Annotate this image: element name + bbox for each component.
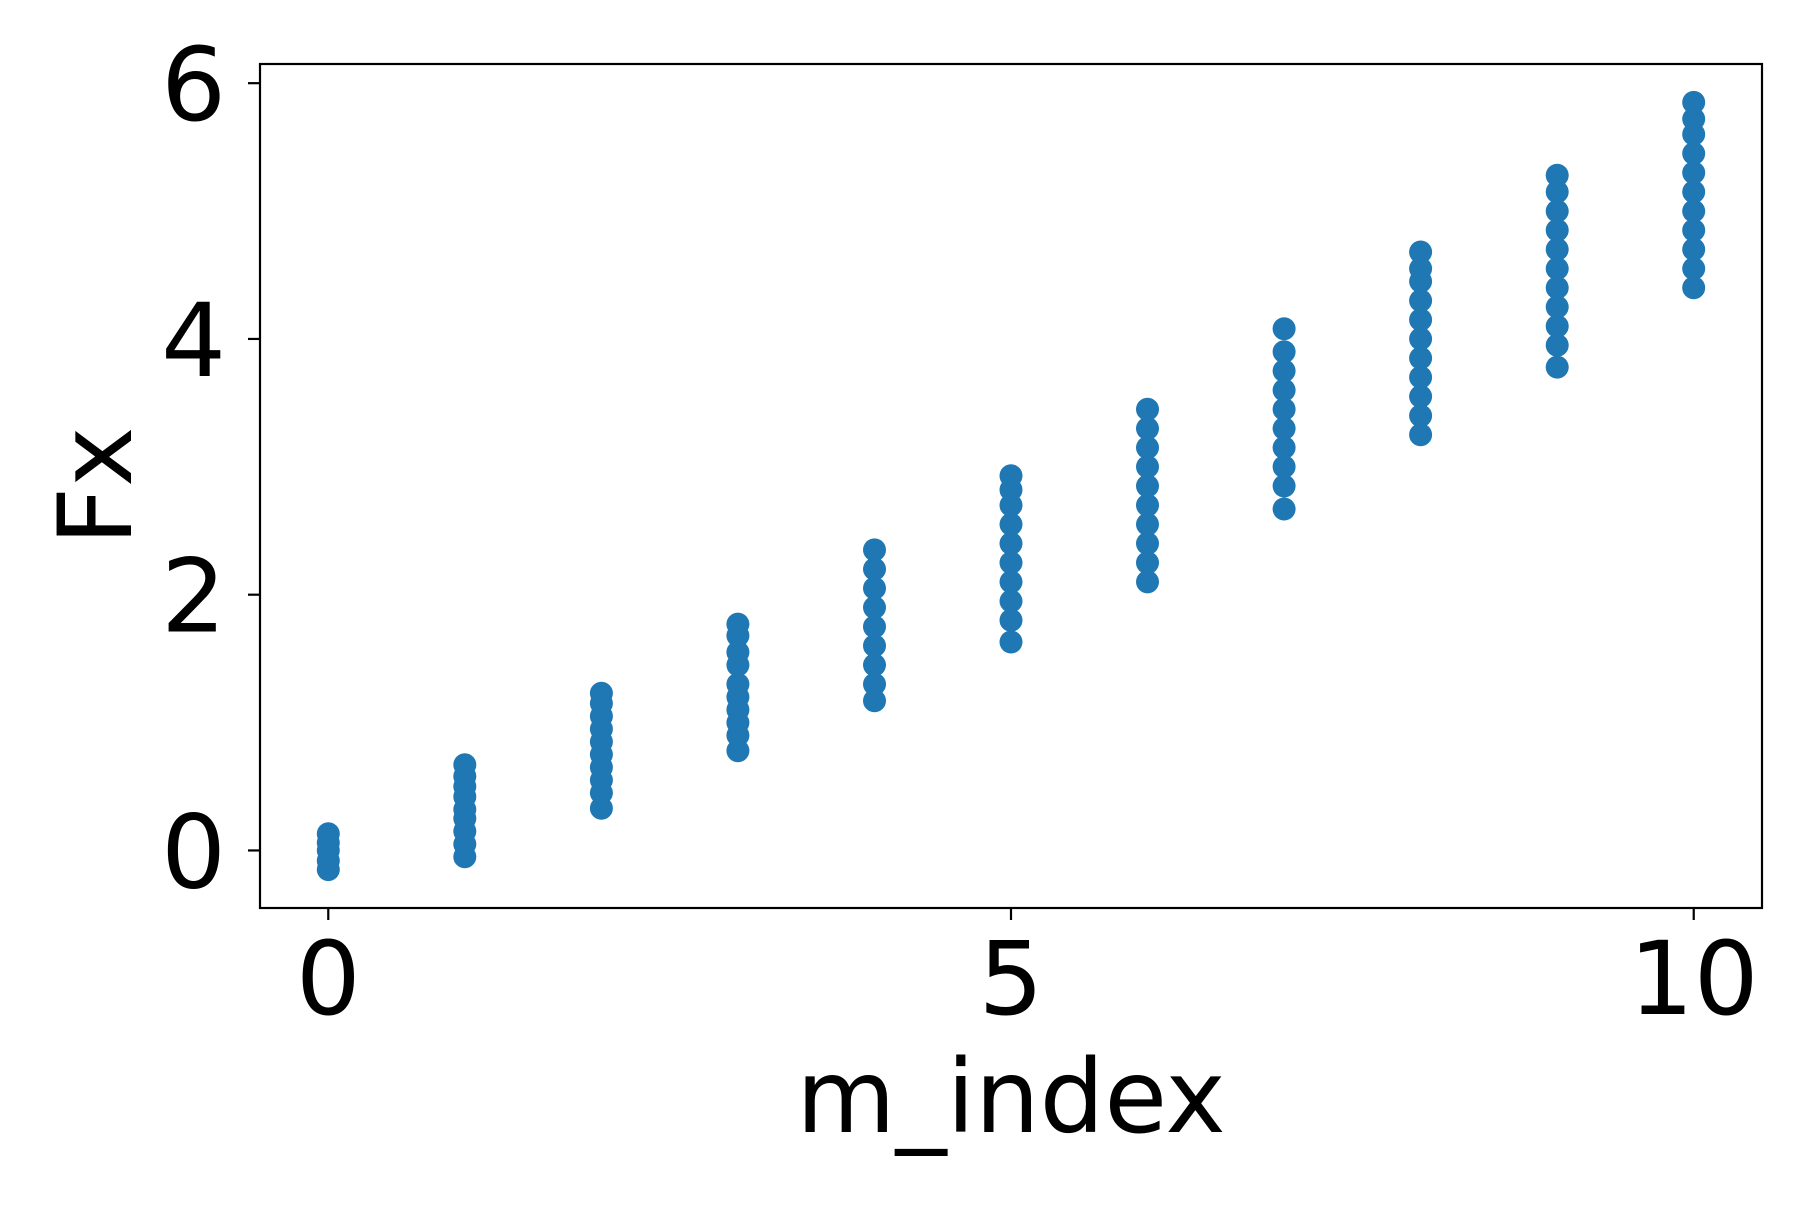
data-point (1682, 107, 1706, 131)
data-point (316, 822, 340, 846)
data-point (1272, 436, 1296, 460)
data-point (1682, 142, 1706, 165)
data-point (1682, 276, 1706, 300)
x-tick-label: 10 (1629, 920, 1759, 1039)
data-point (999, 464, 1023, 488)
data-point (1409, 257, 1433, 281)
data-point (1682, 237, 1706, 261)
data-point (1136, 455, 1159, 479)
data-point (999, 630, 1023, 654)
data-point (1272, 474, 1296, 498)
data-point (1272, 359, 1296, 383)
data-point (999, 589, 1023, 613)
data-point (863, 689, 886, 713)
x-tick-label: 0 (296, 920, 361, 1039)
data-point (1272, 340, 1296, 364)
y-tick-label: 0 (161, 793, 226, 912)
data-point (1409, 423, 1433, 447)
data-point (863, 576, 886, 600)
data-point (1682, 161, 1706, 185)
data-point (1409, 308, 1433, 332)
y-tick-label: 6 (161, 26, 226, 145)
data-point (726, 672, 750, 696)
y-axis-label: Fx (37, 426, 156, 545)
data-point (1545, 257, 1569, 281)
data-point (1136, 493, 1159, 517)
y-tick-label: 4 (161, 282, 226, 401)
data-point (726, 640, 750, 664)
data-point (1545, 355, 1569, 379)
data-point (726, 612, 750, 636)
data-point (1136, 397, 1159, 421)
data-point (863, 538, 886, 562)
data-point (1545, 218, 1569, 242)
data-point (1136, 570, 1159, 594)
data-point (1136, 532, 1159, 555)
data-point (863, 672, 886, 696)
data-point (863, 653, 886, 677)
data-point (1409, 346, 1433, 370)
data-point (1272, 417, 1296, 440)
data-point (863, 596, 886, 619)
data-point (1272, 378, 1296, 402)
data-point (1682, 90, 1706, 114)
data-point (863, 634, 886, 658)
data-point (999, 532, 1023, 555)
x-axis-label: m_index (796, 1038, 1225, 1157)
data-point (589, 681, 613, 705)
data-point (863, 615, 886, 639)
data-point (1409, 327, 1433, 351)
data-point (1545, 276, 1569, 300)
data-point (1136, 417, 1159, 440)
data-point (1136, 551, 1159, 575)
data-point (1545, 237, 1569, 261)
data-point (1136, 436, 1159, 460)
data-point (1272, 317, 1296, 341)
data-point (1136, 512, 1159, 536)
data-point (999, 512, 1023, 536)
data-point (1545, 333, 1569, 357)
x-tick-label: 5 (979, 920, 1044, 1039)
data-point (1409, 240, 1433, 264)
data-point (1409, 385, 1433, 408)
data-point (1409, 289, 1433, 313)
data-point (999, 570, 1023, 594)
y-axis-ticks: 0 2 4 6 (161, 26, 260, 912)
data-point (1682, 257, 1706, 281)
data-point (1409, 404, 1433, 428)
data-point (1272, 455, 1296, 479)
data-point (1545, 180, 1569, 204)
data-point (1545, 314, 1569, 338)
data-point (863, 557, 886, 581)
data-point (1545, 199, 1569, 223)
data-point (1682, 199, 1706, 223)
data-point (1409, 365, 1433, 389)
data-point (1545, 163, 1569, 187)
y-tick-label: 2 (161, 538, 226, 657)
data-point (1682, 218, 1706, 242)
data-point (999, 551, 1023, 575)
data-point (1136, 474, 1159, 498)
data-point (1272, 497, 1296, 521)
data-point (1545, 295, 1569, 319)
data-point (1272, 397, 1296, 421)
x-axis-ticks: 0 5 10 (296, 908, 1759, 1039)
data-point (453, 753, 477, 777)
data-point (1682, 180, 1706, 204)
data-point (999, 608, 1023, 632)
points-layer (316, 90, 1706, 882)
